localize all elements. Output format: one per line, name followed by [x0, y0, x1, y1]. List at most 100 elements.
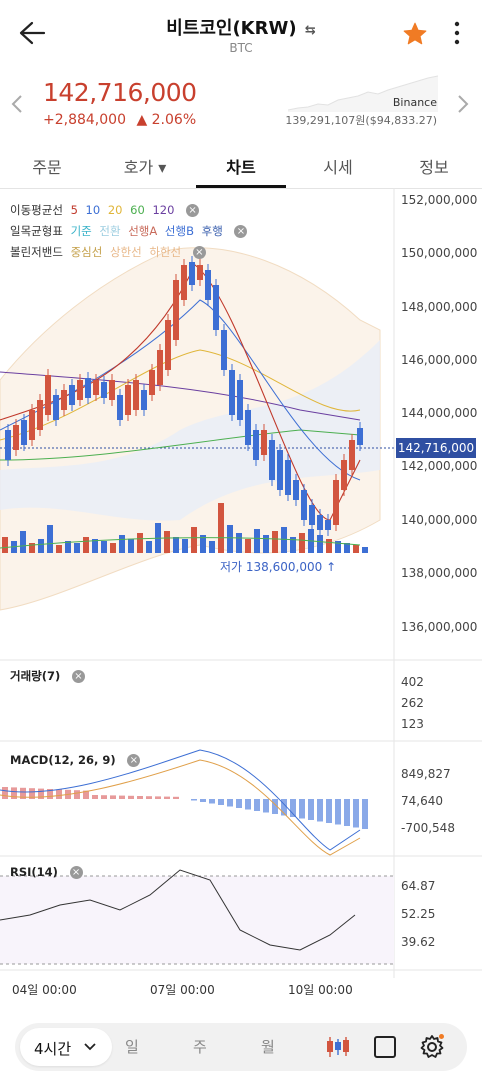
candle-body [165, 320, 171, 370]
tab-info[interactable]: 정보 [419, 158, 449, 177]
candle-body [357, 428, 363, 445]
chevron-left-icon [11, 95, 22, 113]
interval-select[interactable]: 4시간 [20, 1028, 112, 1066]
close-ichimoku-icon[interactable]: × [234, 225, 248, 238]
volume-legend: 거래량(7) × [10, 668, 89, 684]
back-arrow-icon [19, 21, 46, 45]
macd-histogram-bar [173, 796, 179, 799]
volume-bar [353, 545, 359, 553]
ma120-label: 120 [152, 203, 175, 217]
close-rsi-icon[interactable]: × [69, 866, 83, 879]
candle-body [269, 440, 275, 480]
tab-chart[interactable]: 차트 [226, 158, 256, 177]
ichimoku-conv-label: 전환 [99, 224, 121, 238]
back-button[interactable] [18, 20, 46, 46]
tab-active-indicator [196, 185, 286, 188]
price-tick: 148,000,000 [401, 300, 478, 314]
price-tick: 144,000,000 [401, 406, 478, 420]
candle-body [133, 380, 139, 410]
volume-tick: 262 [401, 696, 424, 710]
volume-bar [335, 541, 341, 553]
time-tick: 10일 00:00 [288, 983, 353, 997]
close-bollinger-icon[interactable]: × [192, 246, 206, 259]
macd-histogram-bar [47, 789, 53, 799]
ma60-label: 60 [130, 203, 145, 217]
exchange-price: 139,291,107원($94,833.27) [285, 114, 437, 127]
candle-body [197, 265, 203, 280]
macd-histogram-bar [137, 796, 143, 799]
macd-line [0, 749, 361, 851]
ichimoku-spanB-label: 선행B [164, 224, 194, 238]
macd-histogram-bar [353, 799, 359, 828]
prev-coin-button[interactable] [10, 94, 24, 118]
volume-bar [92, 539, 98, 553]
chart-type-button[interactable] [325, 1035, 351, 1063]
arrow-up-icon: ↑ [326, 560, 337, 574]
volume-bar [128, 539, 134, 553]
tab-market[interactable]: 시세 [323, 158, 353, 177]
candle-body [309, 505, 315, 525]
drawing-tool-button[interactable] [373, 1035, 397, 1063]
volume-bar [2, 537, 8, 553]
ma20-label: 20 [107, 203, 123, 217]
macd-histogram-bar [209, 799, 215, 804]
macd-signal-line [0, 759, 361, 856]
price-tick: 140,000,000 [401, 513, 478, 527]
volume-bar [227, 525, 233, 553]
more-button[interactable] [450, 20, 464, 46]
macd-histogram-bar [20, 787, 26, 799]
candle-body [141, 390, 147, 410]
favorite-button[interactable] [402, 21, 428, 47]
bollinger-mid-label: 중심선 [70, 245, 103, 259]
candle-body [13, 425, 19, 450]
candle-body [293, 480, 299, 500]
price-tick: 146,000,000 [401, 353, 478, 367]
price-chart[interactable] [0, 188, 482, 1008]
bollinger-legend: 볼린저밴드 중심선 상한선 하한선 × [10, 244, 210, 260]
volume-bar [29, 543, 35, 553]
volume-bar [56, 545, 62, 553]
interval-month[interactable]: 월 [261, 1038, 275, 1056]
candle-body [21, 420, 27, 445]
change-amount: +2,884,000 [43, 112, 126, 128]
candle-body [189, 262, 195, 285]
candle-body [325, 520, 331, 530]
tab-order[interactable]: 주문 [32, 158, 62, 177]
candle-body [125, 385, 131, 415]
candle-body [205, 270, 211, 300]
close-macd-icon[interactable]: × [127, 754, 141, 767]
low-price-label: 저가 138,600,000 ↑ [220, 558, 336, 575]
ichimoku-legend-label: 일목균형표 [10, 224, 63, 238]
close-ma-icon[interactable]: × [186, 204, 200, 217]
ma-legend-label: 이동평균선 [10, 203, 63, 217]
candle-body [229, 370, 235, 415]
ma60-line [0, 429, 361, 461]
close-volume-icon[interactable]: × [71, 670, 85, 683]
macd-histogram-bar [245, 799, 251, 810]
interval-week[interactable]: 주 [193, 1038, 207, 1056]
chart-settings-button[interactable] [419, 1034, 445, 1064]
candle-body [61, 390, 67, 410]
next-coin-button[interactable] [456, 94, 470, 118]
macd-histogram-bar [11, 787, 17, 799]
candle-body [245, 410, 251, 445]
volume-ma-line [0, 537, 361, 549]
macd-histogram-bar [110, 795, 116, 799]
candle-body [45, 375, 51, 415]
candle-body [77, 380, 83, 400]
volume-bar [38, 539, 44, 553]
macd-histogram-bar [200, 799, 206, 802]
interval-day[interactable]: 일 [125, 1038, 139, 1056]
macd-histogram-bar [299, 799, 305, 819]
volume-bar [290, 537, 296, 553]
macd-histogram-bar [38, 788, 44, 799]
tab-orderbook[interactable]: 호가 ▾ [123, 158, 167, 177]
macd-tick: 74,640 [401, 794, 443, 808]
swap-arrows-icon[interactable]: ⇆ [304, 23, 316, 38]
volume-bar [272, 531, 278, 553]
volume-bar [200, 535, 206, 553]
price-change: +2,884,000 ▲ 2.06% [43, 112, 196, 128]
macd-histogram-bar [317, 799, 323, 822]
volume-bar [317, 535, 323, 553]
gear-icon [420, 1035, 444, 1058]
